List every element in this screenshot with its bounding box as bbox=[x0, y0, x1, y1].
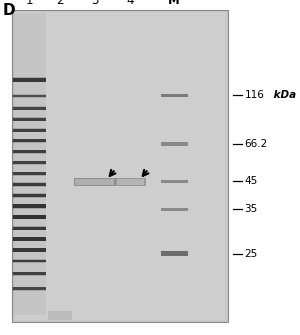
Bar bbox=[74, 178, 116, 186]
Bar bbox=[12, 139, 46, 143]
Bar bbox=[12, 237, 46, 241]
Bar bbox=[12, 248, 46, 252]
Bar bbox=[12, 10, 228, 322]
Text: M: M bbox=[168, 0, 180, 7]
Bar bbox=[13, 227, 46, 230]
Bar bbox=[12, 226, 46, 230]
Bar bbox=[12, 117, 46, 121]
Bar bbox=[13, 248, 46, 252]
Bar bbox=[12, 204, 46, 209]
Bar bbox=[13, 78, 46, 82]
Bar bbox=[12, 287, 46, 291]
Text: 45: 45 bbox=[244, 177, 258, 186]
Bar bbox=[12, 128, 46, 132]
Text: 4: 4 bbox=[127, 0, 134, 7]
Bar bbox=[12, 215, 46, 219]
Bar bbox=[13, 150, 46, 153]
Text: 2: 2 bbox=[56, 0, 64, 7]
Bar bbox=[13, 161, 46, 164]
Text: 35: 35 bbox=[244, 204, 258, 214]
Bar bbox=[160, 142, 188, 146]
Bar bbox=[117, 179, 144, 185]
Bar bbox=[12, 259, 46, 263]
Bar bbox=[13, 139, 46, 142]
Bar bbox=[12, 150, 46, 154]
Bar bbox=[13, 13, 46, 315]
Bar bbox=[12, 161, 46, 165]
Bar bbox=[12, 94, 46, 98]
Text: kDa: kDa bbox=[270, 90, 296, 100]
Bar bbox=[12, 272, 46, 275]
Bar bbox=[13, 237, 46, 241]
Bar bbox=[160, 208, 188, 211]
Bar bbox=[13, 204, 46, 208]
Bar bbox=[12, 183, 46, 187]
Bar bbox=[12, 77, 46, 82]
Text: 1: 1 bbox=[26, 0, 33, 7]
Bar bbox=[48, 311, 72, 320]
Bar bbox=[15, 12, 225, 320]
Bar bbox=[12, 107, 46, 111]
Bar bbox=[13, 118, 46, 121]
Bar bbox=[13, 260, 46, 262]
Bar bbox=[13, 95, 46, 97]
Bar bbox=[116, 178, 146, 186]
Text: 66.2: 66.2 bbox=[244, 139, 268, 149]
Bar bbox=[160, 93, 188, 97]
Bar bbox=[12, 193, 46, 198]
Bar bbox=[13, 107, 46, 110]
Bar bbox=[13, 183, 46, 186]
Bar bbox=[75, 179, 114, 185]
Bar bbox=[13, 194, 46, 197]
Text: 25: 25 bbox=[244, 249, 258, 259]
Text: D: D bbox=[3, 3, 16, 18]
Bar bbox=[13, 287, 46, 290]
Bar bbox=[12, 172, 46, 176]
Bar bbox=[13, 215, 46, 219]
Bar bbox=[160, 180, 188, 183]
Bar bbox=[13, 172, 46, 175]
Text: 116: 116 bbox=[244, 90, 264, 100]
Bar bbox=[13, 272, 46, 275]
Bar bbox=[13, 129, 46, 132]
Bar bbox=[160, 251, 188, 256]
Text: 3: 3 bbox=[91, 0, 98, 7]
